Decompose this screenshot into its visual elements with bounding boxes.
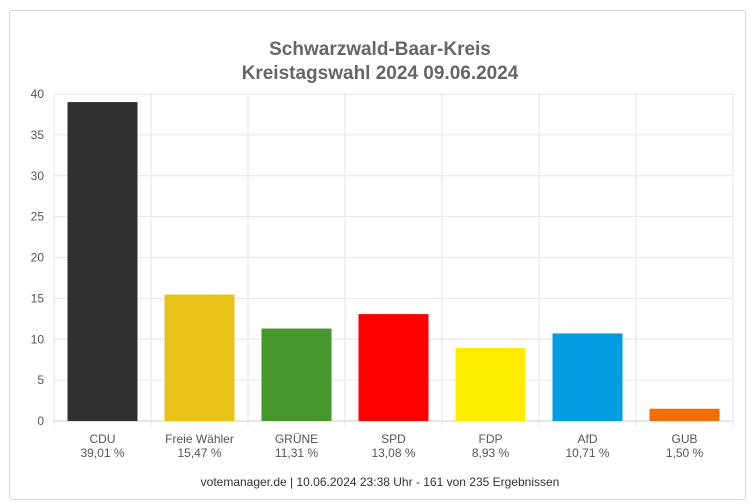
category-label: FDP <box>479 432 503 446</box>
chart-title: Schwarzwald-Baar-Kreis <box>269 39 491 60</box>
y-tick-label: 25 <box>31 210 45 224</box>
bar-grüne <box>261 328 332 421</box>
bar-spd <box>358 314 429 421</box>
category-label: AfD <box>577 432 597 446</box>
y-tick-label: 10 <box>31 332 45 346</box>
bar-fdp <box>455 347 526 421</box>
bar-cdu <box>67 102 138 421</box>
y-tick-label: 35 <box>31 128 45 142</box>
y-tick-label: 40 <box>31 87 45 101</box>
chart-subtitle: Kreistagswahl 2024 09.06.2024 <box>242 63 519 84</box>
category-label: GUB <box>671 432 697 446</box>
bar-afd <box>552 333 623 421</box>
y-tick-label: 30 <box>31 169 45 183</box>
category-label: CDU <box>90 432 116 446</box>
y-tick-label: 15 <box>31 291 45 305</box>
category-label: Freie Wähler <box>165 432 234 446</box>
value-label: 13,08 % <box>371 446 415 460</box>
category-label: SPD <box>381 432 406 446</box>
footer-source: votemanager.de | 10.06.2024 23:38 Uhr - … <box>201 475 560 489</box>
value-label: 1,50 % <box>666 446 704 460</box>
bars <box>67 102 720 421</box>
value-label: 10,71 % <box>565 446 609 460</box>
bar-freie-wähler <box>164 294 235 421</box>
y-tick-label: 5 <box>37 373 44 387</box>
value-label: 8,93 % <box>472 446 510 460</box>
value-label: 39,01 % <box>80 446 124 460</box>
y-tick-label: 0 <box>37 414 44 428</box>
bar-gub <box>649 408 720 421</box>
value-label: 15,47 % <box>177 446 221 460</box>
y-tick-label: 20 <box>31 251 45 265</box>
value-label: 11,31 % <box>275 446 318 460</box>
y-axis-ticks: 0 5 10 15 20 25 30 35 40 <box>31 87 45 428</box>
category-label: GRÜNE <box>275 432 318 446</box>
